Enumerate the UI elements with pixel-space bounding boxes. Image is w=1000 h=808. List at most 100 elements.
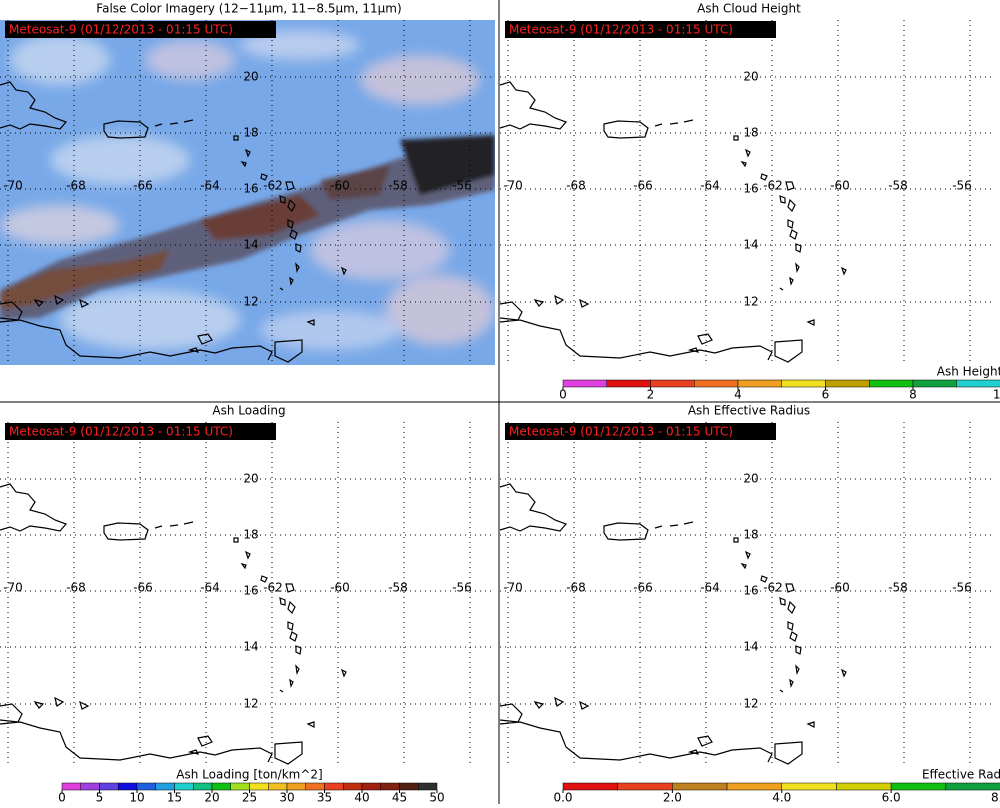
lat-label: 20 (743, 472, 758, 486)
colorbar-tick-label: 5 (96, 791, 104, 805)
lon-label: -64 (700, 179, 720, 193)
colorbar-tick-label: 0 (559, 388, 567, 402)
stamp: Meteosat-9 (01/12/2013 - 01:15 UTC) (9, 23, 233, 37)
colorbar-tick-label: 30 (279, 791, 294, 805)
colorbar-swatch (61, 782, 81, 791)
lat-label: 20 (243, 70, 258, 84)
colorbar-tick-label: 2 (647, 388, 655, 402)
panel: Ash Effective Radius 20 18 16 14 12 -70 -68 -66 -… (499, 404, 1000, 805)
colorbar-swatch (781, 379, 826, 388)
lon-label: -56 (952, 179, 972, 193)
colorbar-label: Ash Loading [ton/km^2] (176, 768, 322, 782)
colorbar-swatch (286, 782, 306, 791)
colorbar-swatch (606, 379, 651, 388)
colorbar-swatch (869, 379, 914, 388)
lat-label: 16 (743, 182, 758, 196)
stamp: Meteosat-9 (01/12/2013 - 01:15 UTC) (509, 23, 733, 37)
colorbar-swatch (324, 782, 344, 791)
colorbar-swatch (211, 782, 231, 791)
lon-label: -66 (133, 179, 153, 193)
colorbar-swatch (399, 782, 419, 791)
stamp: Meteosat-9 (01/12/2013 - 01:15 UTC) (9, 425, 233, 439)
colorbar-swatch (136, 782, 156, 791)
colorbar-swatch (118, 782, 138, 791)
lon-label: -62 (763, 179, 783, 193)
colorbar-tick-label: 10 (129, 791, 144, 805)
colorbar-swatch (781, 782, 837, 791)
colorbar-swatch (343, 782, 363, 791)
stamp-box (5, 21, 276, 38)
colorbar-tick-label: 15 (167, 791, 182, 805)
colorbar-swatch (672, 782, 728, 791)
panel-title: False Color Imagery (12−11μm, 11−8.5μm, … (96, 2, 401, 16)
colorbar-swatch (694, 379, 739, 388)
lon-label: -62 (763, 581, 783, 595)
colorbar-swatch (174, 782, 194, 791)
lon-label: -68 (66, 179, 86, 193)
colorbar-swatch (268, 782, 288, 791)
colorbar-tick-label: 20 (204, 791, 219, 805)
colorbar-swatch (726, 782, 782, 791)
lat-label: 16 (743, 584, 758, 598)
colorbar-swatch (825, 379, 870, 388)
lon-label: -58 (888, 581, 908, 595)
colorbar-swatch (836, 782, 892, 791)
lat-label: 16 (243, 182, 258, 196)
panel-title: Ash Cloud Height (697, 2, 801, 16)
panel-title: Ash Effective Radius (688, 404, 810, 418)
lon-label: -70 (3, 581, 23, 595)
satellite-image (0, 20, 495, 365)
lat-label: 20 (743, 70, 758, 84)
colorbar-label: Ash Height [km, ASL] (937, 365, 1000, 379)
colorbar-tick-label: 6.0 (882, 791, 901, 805)
panel: Ash Loading 20 18 16 14 12 -70 -68 -66 -64 -62 -60 -… (0, 404, 495, 805)
colorbar-swatch (80, 782, 100, 791)
colorbar-swatch (945, 782, 1000, 791)
lat-label: 14 (243, 640, 258, 654)
lat-label: 12 (743, 697, 758, 711)
colorbar-swatch (912, 379, 957, 388)
lon-label: -58 (388, 581, 408, 595)
lon-label: -64 (700, 581, 720, 595)
lon-label: -62 (263, 581, 283, 595)
colorbar-tick-label: 6 (822, 388, 830, 402)
lat-label: 18 (243, 126, 258, 140)
colorbar-swatch (99, 782, 119, 791)
lon-label: -62 (263, 179, 283, 193)
lon-label: -58 (388, 179, 408, 193)
colorbar-swatch (380, 782, 400, 791)
lat-label: 12 (243, 697, 258, 711)
lon-label: -60 (830, 581, 850, 595)
colorbar-tick-label: 4.0 (772, 791, 791, 805)
lat-label: 18 (743, 528, 758, 542)
colorbar-swatch (562, 782, 618, 791)
colorbar-swatch (890, 782, 947, 791)
lon-label: -64 (200, 179, 220, 193)
stamp-box (505, 21, 776, 38)
colorbar-tick-label: 25 (242, 791, 257, 805)
colorbar-swatch (617, 782, 673, 791)
colorbar-label: Effective Radius [microns] (922, 768, 1000, 782)
coastline (0, 483, 347, 765)
colorbar-swatch (230, 782, 250, 791)
colorbar-tick-label: 2.0 (663, 791, 682, 805)
colorbar-swatch (193, 782, 213, 791)
colorbar-swatch (305, 782, 325, 791)
lon-label: -60 (330, 581, 350, 595)
colorbar-tick-label: 8 (909, 388, 917, 402)
stamp-box (505, 423, 776, 440)
colorbar-swatch (737, 379, 782, 388)
colorbar-swatch (562, 379, 607, 388)
colorbar-tick-label: 35 (317, 791, 332, 805)
colorbar-tick-label: 45 (392, 791, 407, 805)
lon-label: -56 (952, 581, 972, 595)
colorbar-swatch (418, 782, 438, 791)
lat-label: 18 (743, 126, 758, 140)
lat-label: 18 (243, 528, 258, 542)
lon-label: -68 (566, 581, 586, 595)
lon-label: -56 (452, 581, 472, 595)
lon-label: -70 (503, 179, 523, 193)
lon-label: -68 (566, 179, 586, 193)
lon-label: -70 (503, 581, 523, 595)
